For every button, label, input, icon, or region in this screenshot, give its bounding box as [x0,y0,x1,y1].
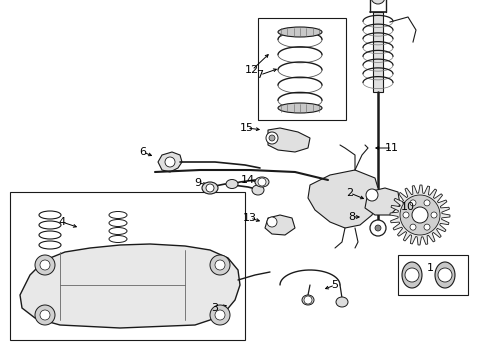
Circle shape [266,132,278,144]
Ellipse shape [302,295,314,305]
Circle shape [35,255,55,275]
Bar [258,18,346,120]
Circle shape [206,184,214,192]
Circle shape [267,217,277,227]
Circle shape [366,189,378,201]
Circle shape [424,224,430,230]
Text: 6: 6 [140,147,147,157]
Text: 8: 8 [348,212,356,222]
Polygon shape [265,215,295,235]
Ellipse shape [109,235,127,243]
Circle shape [40,310,50,320]
Text: 5: 5 [332,280,339,290]
Text: 2: 2 [346,188,354,198]
Circle shape [215,310,225,320]
Ellipse shape [402,262,422,288]
Ellipse shape [39,241,61,249]
Circle shape [412,207,428,223]
Ellipse shape [278,103,322,113]
Ellipse shape [226,180,238,189]
Text: 7: 7 [256,70,264,80]
Circle shape [35,305,55,325]
Text: 12: 12 [245,65,259,75]
Ellipse shape [109,220,127,226]
Text: 11: 11 [385,143,399,153]
Polygon shape [268,128,310,152]
Ellipse shape [109,228,127,234]
Circle shape [410,224,416,230]
Circle shape [438,268,452,282]
Text: 14: 14 [241,175,255,185]
Circle shape [40,260,50,270]
Circle shape [269,135,275,141]
Bar [10,192,245,340]
Ellipse shape [435,262,455,288]
Ellipse shape [336,297,348,307]
Circle shape [210,255,230,275]
Circle shape [215,260,225,270]
Circle shape [375,225,381,231]
Polygon shape [390,185,450,245]
Circle shape [410,200,416,206]
Text: 15: 15 [240,123,254,133]
Bar [398,255,468,295]
Polygon shape [365,188,400,215]
Circle shape [431,212,437,218]
Circle shape [304,296,312,304]
Polygon shape [158,152,182,172]
Text: 9: 9 [195,178,201,188]
Ellipse shape [278,27,322,37]
Text: 13: 13 [243,213,257,223]
Ellipse shape [202,182,218,194]
Ellipse shape [252,185,264,195]
Bar [373,12,383,92]
Circle shape [405,268,419,282]
Text: 3: 3 [212,303,219,313]
Circle shape [400,195,440,235]
Circle shape [165,157,175,167]
Ellipse shape [371,0,385,4]
Polygon shape [20,244,240,328]
Text: 1: 1 [426,263,434,273]
Circle shape [424,200,430,206]
Circle shape [258,178,266,186]
Ellipse shape [109,211,127,219]
Ellipse shape [39,211,61,219]
Ellipse shape [255,177,269,187]
Circle shape [210,305,230,325]
Text: 10: 10 [401,202,415,212]
Circle shape [403,212,409,218]
Ellipse shape [39,221,61,229]
Ellipse shape [39,231,61,239]
Text: 4: 4 [58,217,66,227]
Circle shape [370,220,386,236]
Polygon shape [308,170,380,228]
